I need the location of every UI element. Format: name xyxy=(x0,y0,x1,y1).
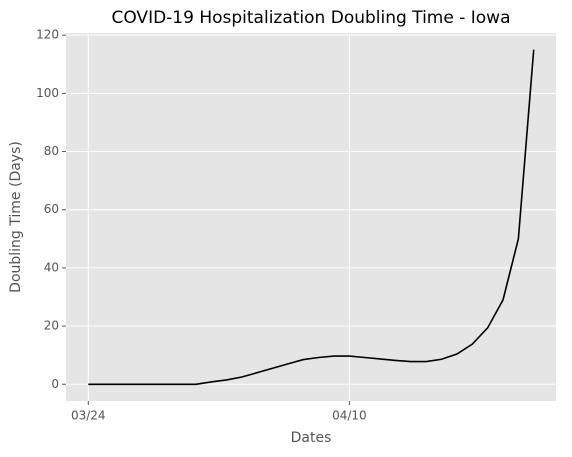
plot-background xyxy=(66,33,556,401)
y-tick-label: 20 xyxy=(44,319,59,333)
y-tick-label: 120 xyxy=(36,28,59,42)
chart-title: COVID-19 Hospitalization Doubling Time -… xyxy=(111,8,510,28)
x-axis-label: Dates xyxy=(291,430,332,446)
x-tick-label: 03/24 xyxy=(71,409,106,423)
y-tick-label: 40 xyxy=(44,260,59,274)
y-tick-label: 60 xyxy=(44,202,59,216)
y-tick-label: 0 xyxy=(51,377,59,391)
y-tick-label: 80 xyxy=(44,144,59,158)
data-line xyxy=(88,49,535,386)
x-tick-label: 04/10 xyxy=(332,409,367,423)
y-tick-label: 100 xyxy=(36,86,59,100)
y-axis-label: Doubling Time (Days) xyxy=(8,141,24,293)
